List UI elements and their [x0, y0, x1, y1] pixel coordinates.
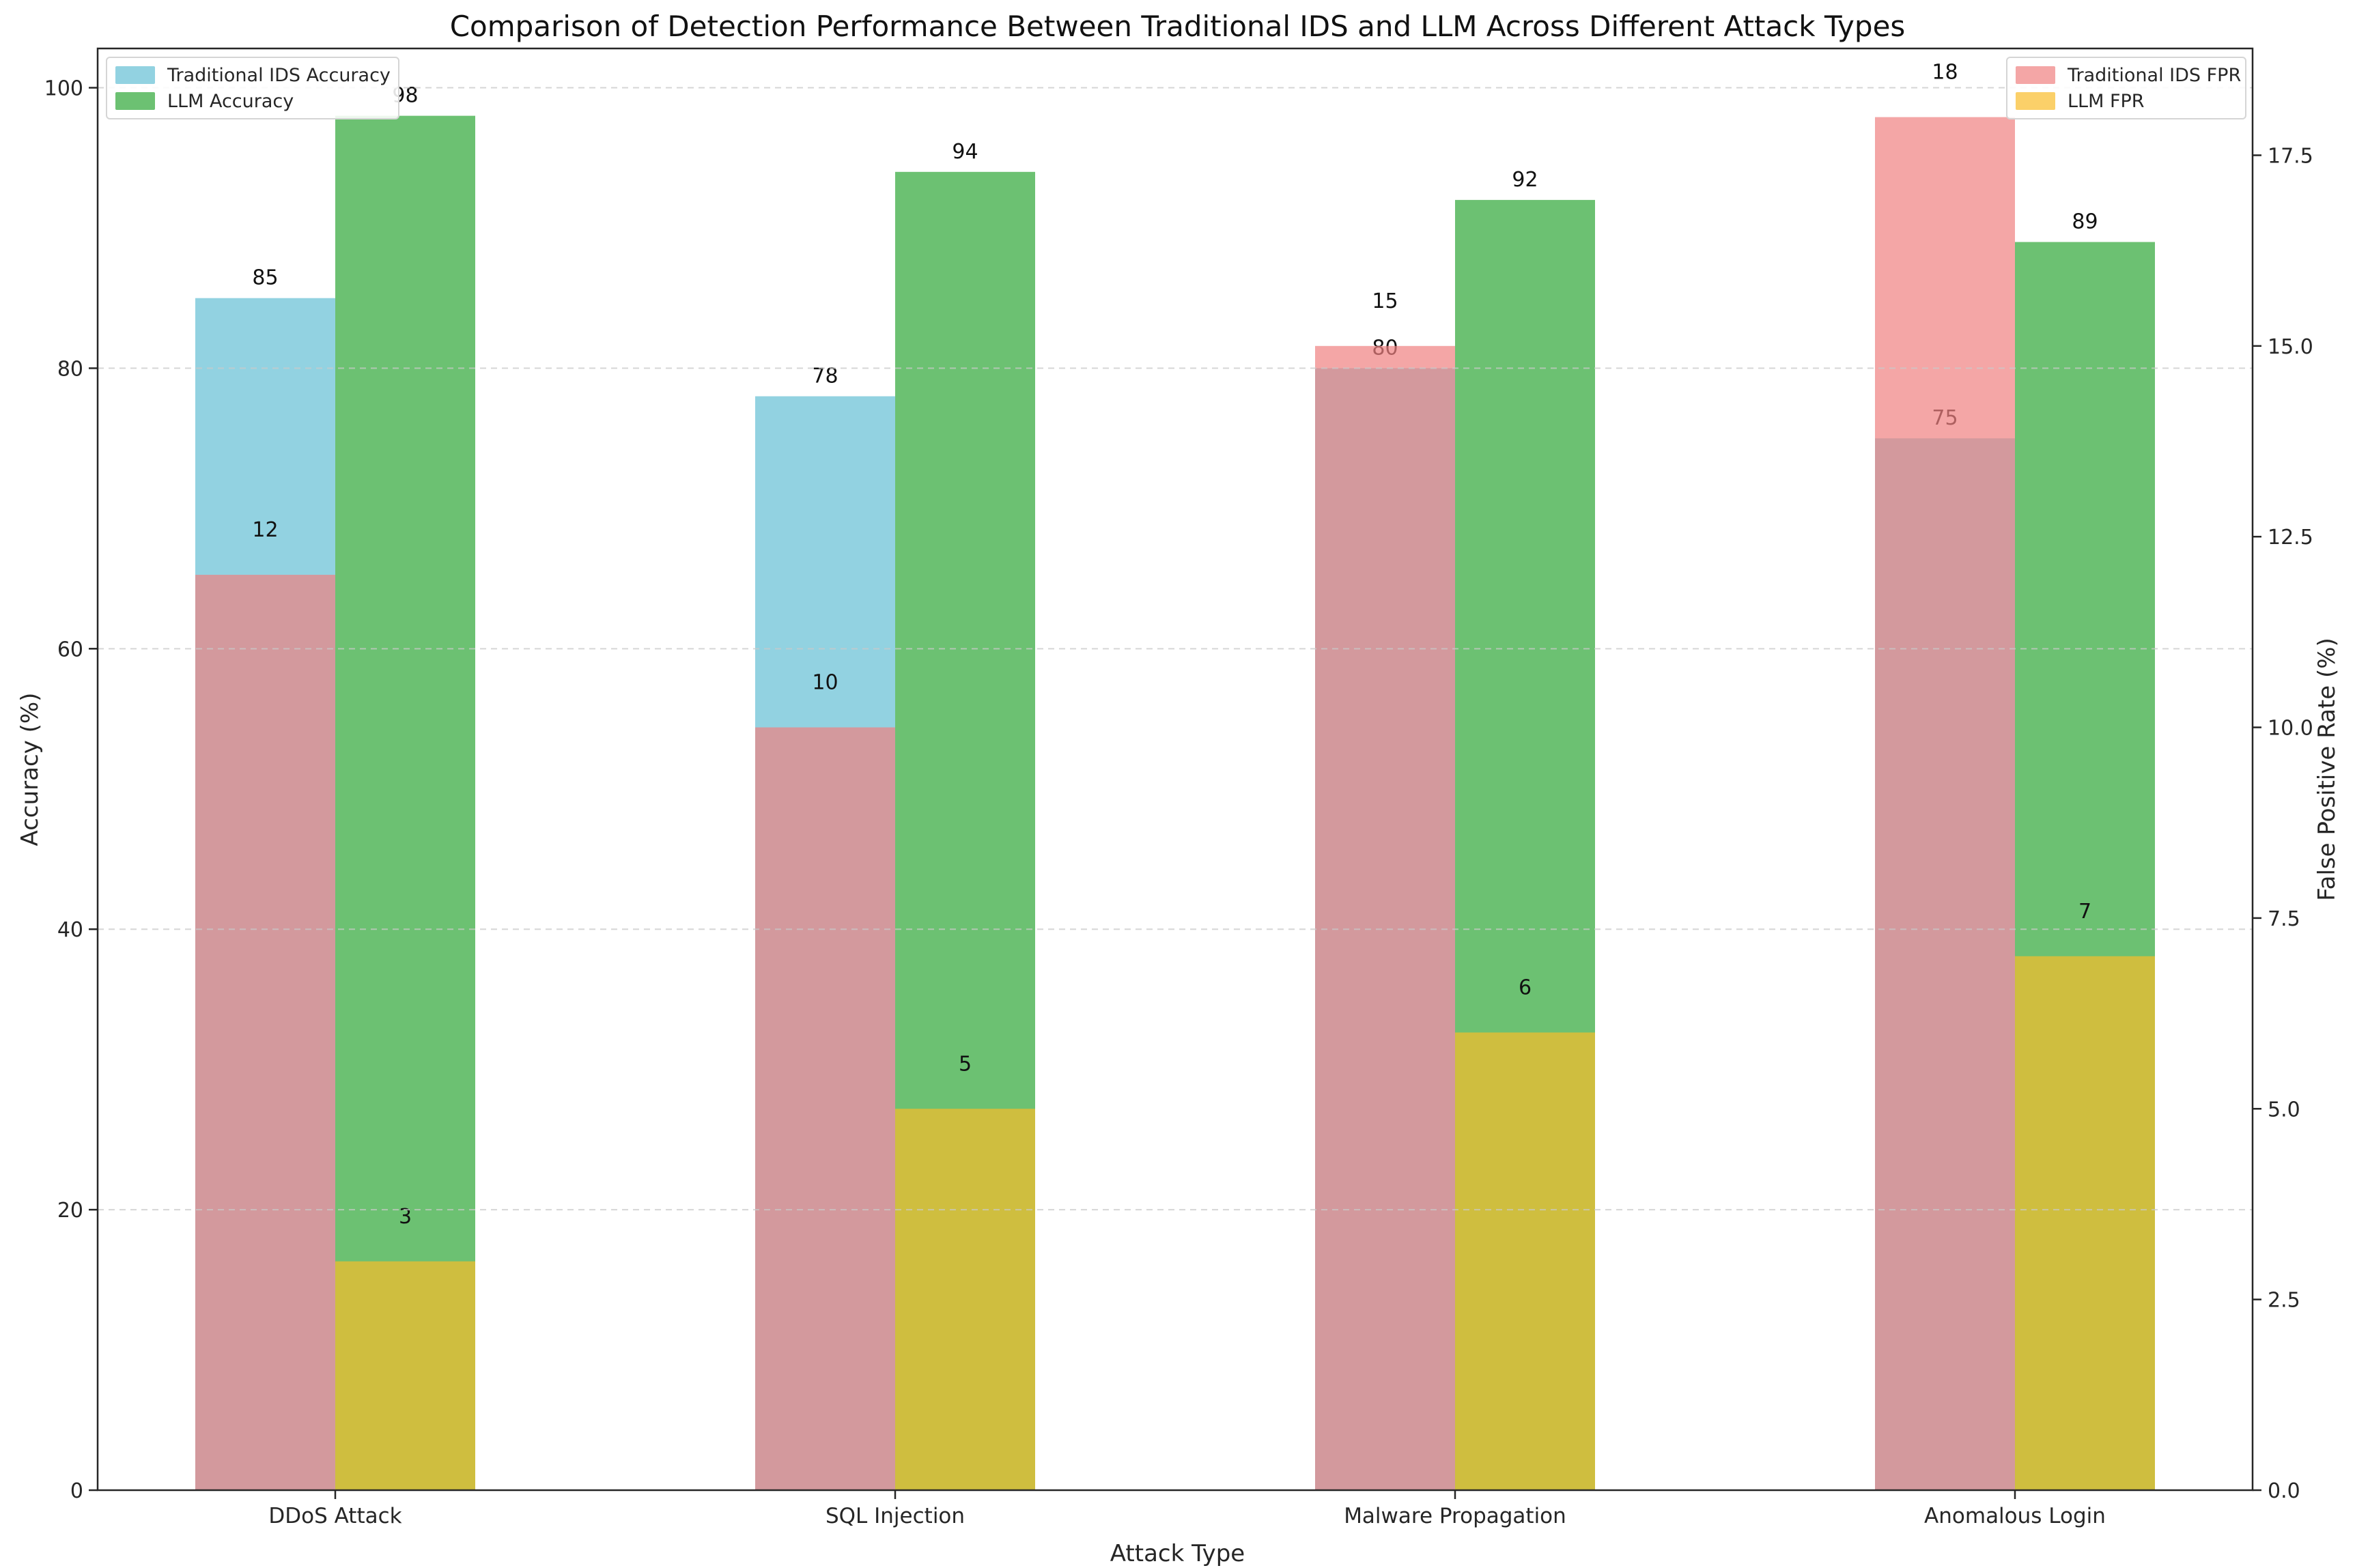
bar-traditional-ids-fpr-malware-propagation	[1315, 345, 1455, 1490]
y-axis-label-left: Accuracy (%)	[16, 692, 44, 846]
legend-item-label: Traditional IDS Accuracy	[167, 64, 391, 86]
bar-llm-fpr-sql-injection	[895, 1109, 1035, 1490]
right-axis-tick-label: 12.5	[2268, 526, 2313, 550]
bar-traditional-ids-fpr-sql-injection	[755, 727, 895, 1490]
value-label-llm-fpr-ddos-attack: 3	[399, 1205, 412, 1229]
left-axis-tick-label: 80	[57, 357, 83, 381]
x-axis-tick-label: Malware Propagation	[1344, 1504, 1566, 1528]
x-axis-tick-label: SQL Injection	[826, 1504, 965, 1528]
legend-item-label: Traditional IDS FPR	[2068, 64, 2242, 86]
x-axis-tick-label: DDoS Attack	[268, 1504, 401, 1528]
bar-traditional-ids-fpr-anomalous-login	[1875, 117, 2015, 1491]
x-axis-label: Attack Type	[1110, 1540, 1245, 1567]
y-axis-label-right: False Positive Rate (%)	[2313, 638, 2341, 901]
left-axis-tick-label: 100	[44, 77, 83, 101]
value-label-traditional-ids-fpr-malware-propagation: 15	[1372, 289, 1398, 313]
value-label-traditional-ids-fpr-anomalous-login: 18	[1932, 61, 1958, 85]
value-label-traditional-ids-accuracy-ddos-attack: 85	[252, 266, 278, 290]
legend-swatch-traditional-ids-fpr	[2016, 66, 2055, 84]
legend-item: Traditional IDS FPR	[2016, 63, 2241, 87]
x-axis-tick-label: Anomalous Login	[1924, 1504, 2106, 1528]
legend-swatch-llm-fpr	[2016, 92, 2055, 110]
value-label-llm-accuracy-anomalous-login: 89	[2072, 210, 2098, 234]
legend-item-label: LLM FPR	[2068, 90, 2145, 112]
right-axis-tick-label: 5.0	[2268, 1098, 2300, 1122]
legend-item: Traditional IDS Accuracy	[115, 63, 391, 87]
value-label-traditional-ids-fpr-ddos-attack: 12	[252, 518, 278, 542]
right-axis-tick-label: 2.5	[2268, 1289, 2300, 1313]
right-axis-tick-label: 10.0	[2268, 717, 2313, 741]
bar-llm-fpr-malware-propagation	[1455, 1032, 1595, 1490]
legend-item-label: LLM Accuracy	[167, 90, 294, 112]
bar-llm-accuracy-ddos-attack	[335, 115, 475, 1491]
legend-item: LLM FPR	[2016, 89, 2237, 113]
chart-title: Comparison of Detection Performance Betw…	[449, 10, 1906, 43]
right-axis-tick-label: 17.5	[2268, 144, 2313, 168]
value-label-traditional-ids-fpr-sql-injection: 10	[812, 671, 838, 695]
legend-swatch-traditional-ids-accuracy	[115, 66, 155, 84]
left-axis-tick-label: 0	[70, 1479, 83, 1503]
bar-llm-fpr-anomalous-login	[2015, 956, 2155, 1490]
bar-traditional-ids-fpr-ddos-attack	[195, 575, 335, 1490]
right-axis-tick-label: 7.5	[2268, 907, 2300, 931]
plot-area	[96, 47, 2254, 1492]
bar-llm-fpr-ddos-attack	[335, 1261, 475, 1490]
right-axis-tick-label: 0.0	[2268, 1479, 2300, 1503]
value-label-llm-accuracy-malware-propagation: 92	[1512, 168, 1538, 192]
left-axis-tick-label: 60	[57, 638, 83, 661]
value-label-llm-fpr-anomalous-login: 7	[2078, 900, 2091, 924]
right-axis-tick-label: 15.0	[2268, 335, 2313, 359]
left-axis-tick-label: 40	[57, 918, 83, 942]
value-label-llm-accuracy-sql-injection: 94	[952, 140, 978, 164]
legend-item: LLM Accuracy	[115, 89, 390, 113]
legend-fpr: Traditional IDS FPR LLM FPR	[2006, 57, 2246, 119]
value-label-llm-fpr-sql-injection: 5	[959, 1052, 972, 1076]
legend-accuracy: Traditional IDS Accuracy LLM Accuracy	[106, 57, 399, 119]
legend-swatch-llm-accuracy	[115, 92, 155, 110]
left-axis-tick-label: 20	[57, 1199, 83, 1223]
value-label-llm-fpr-malware-propagation: 6	[1519, 976, 1532, 1000]
